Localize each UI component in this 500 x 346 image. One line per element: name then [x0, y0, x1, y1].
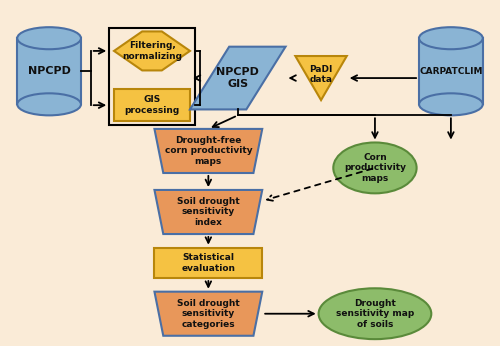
Polygon shape	[154, 129, 262, 173]
Text: Soil drought
sensitivity
categories: Soil drought sensitivity categories	[177, 299, 240, 329]
Ellipse shape	[419, 27, 483, 49]
Bar	[154, 248, 262, 278]
Text: Drought
sensitivity map
of soils: Drought sensitivity map of soils	[336, 299, 414, 329]
Text: Soil drought
sensitivity
index: Soil drought sensitivity index	[177, 197, 240, 227]
Bar	[109, 28, 195, 125]
Text: NPCPD: NPCPD	[28, 66, 70, 76]
Text: Drought-free
corn productivity
maps: Drought-free corn productivity maps	[164, 136, 252, 166]
Text: GIS
processing: GIS processing	[124, 95, 180, 115]
Text: PaDI
data: PaDI data	[310, 65, 332, 84]
Polygon shape	[154, 190, 262, 234]
Ellipse shape	[17, 27, 81, 49]
Polygon shape	[296, 56, 347, 100]
Ellipse shape	[318, 288, 432, 339]
Polygon shape	[419, 38, 483, 104]
Text: Corn
productivity
maps: Corn productivity maps	[344, 153, 406, 183]
Ellipse shape	[17, 93, 81, 115]
Text: NPCPD
GIS: NPCPD GIS	[216, 67, 259, 89]
Bar	[114, 89, 190, 121]
Ellipse shape	[419, 93, 483, 115]
Text: Statistical
evaluation: Statistical evaluation	[182, 253, 236, 273]
Text: CARPATCLIM: CARPATCLIM	[419, 67, 482, 76]
Polygon shape	[154, 292, 262, 336]
Ellipse shape	[334, 143, 416, 193]
Polygon shape	[17, 38, 81, 104]
Polygon shape	[114, 31, 190, 71]
Text: Filtering,
normalizing: Filtering, normalizing	[122, 41, 182, 61]
Polygon shape	[190, 47, 286, 109]
